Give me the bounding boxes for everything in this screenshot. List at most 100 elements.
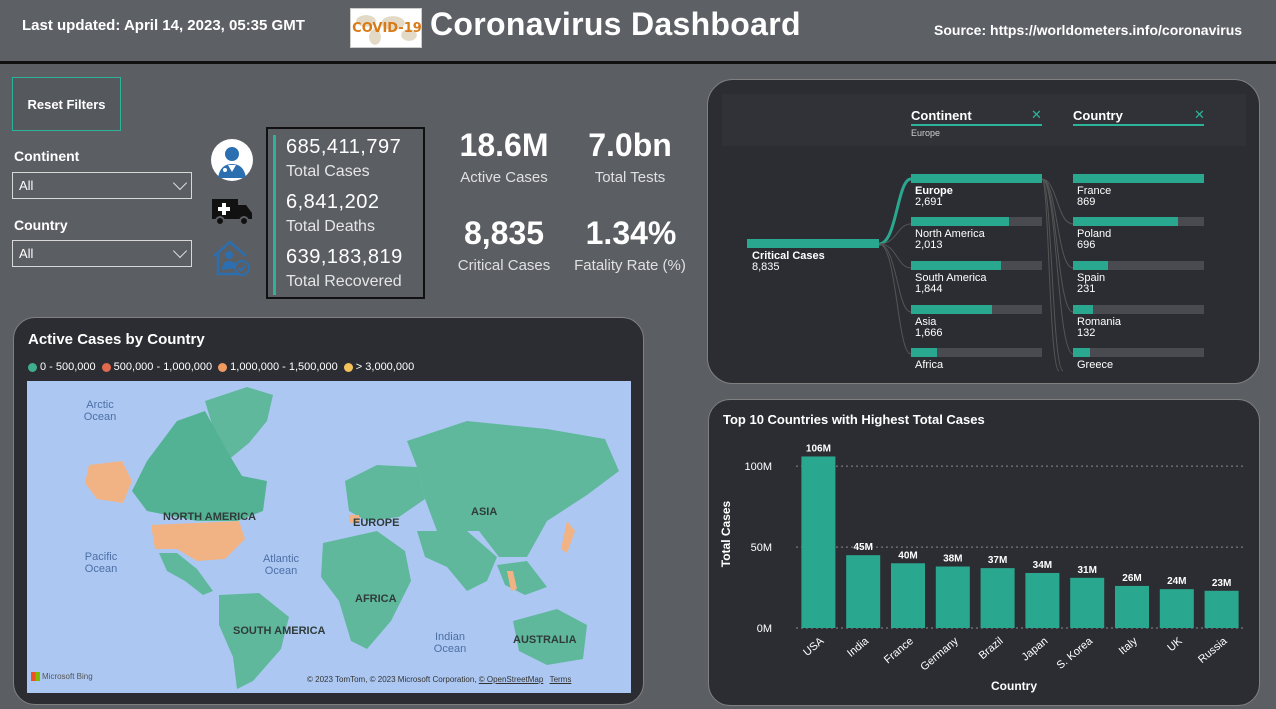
bar-data-label: 45M	[853, 542, 872, 553]
x-tick-label: UK	[1165, 635, 1185, 654]
country-node-label: France	[1077, 185, 1112, 197]
legend-dot	[101, 362, 111, 372]
continent-header-underline	[911, 124, 1042, 126]
critical-cases-root-bar[interactable]	[747, 239, 879, 248]
bar[interactable]	[1025, 572, 1060, 628]
country-node-bar[interactable]	[1073, 348, 1090, 357]
country-node-bar[interactable]	[1073, 217, 1178, 226]
country-node-label: Poland	[1077, 228, 1112, 240]
map-label-australia: AUSTRALIA	[513, 634, 577, 646]
total-tests-label: Total Tests	[594, 169, 666, 186]
decomp-header-strip	[722, 94, 1246, 146]
bar-data-label: 38M	[943, 554, 962, 565]
continent-node-value: 1,666	[915, 327, 943, 339]
y-tick-label: 100M	[744, 461, 772, 473]
x-tick-label: Russia	[1196, 635, 1230, 666]
bar[interactable]	[1115, 585, 1149, 628]
header-bar	[0, 0, 1276, 64]
map-label-north-america: NORTH AMERICA	[163, 511, 257, 523]
total-recovered-value: 639,183,819	[286, 246, 403, 268]
continent-node-value: 1,844	[915, 283, 943, 295]
y-tick-label: 50M	[751, 542, 772, 554]
map-label-south-america: SOUTH AMERICA	[233, 625, 326, 637]
legend-dot	[343, 362, 353, 372]
ambulance-icon	[210, 193, 254, 229]
y-axis-label: Total Cases	[719, 500, 733, 567]
country-node-bar-track[interactable]	[1073, 348, 1204, 357]
root-value: 8,835	[752, 261, 780, 273]
source-text: Source: https://worldometers.info/corona…	[934, 22, 1243, 38]
clear-continent-x-icon[interactable]: ✕	[1031, 107, 1042, 122]
x-tick-label: France	[882, 635, 916, 666]
total-deaths-value: 6,841,202	[286, 191, 380, 213]
world-map[interactable]: Arctic Ocean NORTH AMERICA EUROPE ASIA P…	[27, 381, 631, 693]
terms-link[interactable]: Terms	[549, 675, 572, 684]
map-label-asia: ASIA	[471, 506, 498, 518]
continent-node-bar[interactable]	[911, 174, 1042, 183]
continent-node-label: South America	[915, 272, 987, 284]
legend-dot	[28, 362, 37, 372]
map-label-atlantic: Atlantic Ocean	[262, 553, 300, 577]
continent-node-label: North America	[915, 228, 985, 240]
top10-bar-chart: 0M 50M 100M Total Cases 106M USA 45M India 40M Fr…	[719, 443, 1244, 693]
country-column-header[interactable]: Country	[1073, 108, 1123, 123]
clear-country-x-icon[interactable]: ✕	[1194, 107, 1205, 122]
bar-data-label: 40M	[898, 550, 917, 561]
continent-node-bar[interactable]	[911, 217, 1009, 226]
root-label: Critical Cases	[752, 250, 825, 262]
continent-dropdown[interactable]: All	[12, 172, 192, 199]
map-label-europe: EUROPE	[353, 517, 400, 529]
continent-node-bar-track[interactable]	[911, 348, 1042, 357]
bar-data-label: 23M	[1212, 578, 1231, 589]
bar[interactable]	[980, 568, 1015, 628]
continent-filter-value: Europe	[911, 128, 941, 138]
total-tests-value: 7.0bn	[588, 127, 672, 163]
continent-node-bar[interactable]	[911, 348, 937, 357]
bar-data-label: 26M	[1122, 573, 1141, 584]
fatality-rate-label: Fatality Rate (%)	[574, 257, 686, 274]
map-label-arctic: Arctic Ocean	[83, 399, 117, 423]
country-node-label: Romania	[1077, 316, 1122, 328]
chevron-down-icon	[172, 175, 188, 191]
map-title: Active Cases by Country	[28, 331, 205, 348]
country-node-bar-track[interactable]	[1073, 261, 1204, 270]
country-node-value: 231	[1077, 283, 1096, 295]
bar[interactable]	[935, 566, 970, 628]
bing-logo: Microsoft Bing	[31, 672, 93, 681]
world-map-shapes	[85, 387, 619, 689]
bar[interactable]	[1070, 577, 1105, 628]
country-node-bar[interactable]	[1073, 305, 1093, 314]
bar-data-label: 37M	[988, 555, 1007, 566]
country-node-bar[interactable]	[1073, 261, 1108, 270]
country-node-label: Spain	[1077, 272, 1106, 284]
country-selected-value: All	[19, 246, 34, 261]
fatality-rate-value: 1.34%	[585, 215, 677, 251]
country-node-bar-track[interactable]	[1073, 305, 1204, 314]
continent-node-value: 2,691	[915, 196, 943, 208]
critical-cases-value: 8,835	[463, 215, 545, 251]
country-dropdown[interactable]: All	[12, 240, 192, 267]
x-tick-label: India	[845, 635, 872, 660]
legend-label: 500,000 - 1,000,000	[113, 361, 213, 373]
x-tick-label: USA	[801, 635, 827, 659]
x-tick-label: Japan	[1020, 635, 1051, 663]
continent-column-header[interactable]: Continent	[911, 108, 972, 123]
map-label-pacific: Pacific Ocean	[84, 551, 118, 575]
active-cases-label: Active Cases	[460, 169, 548, 186]
country-node-bar[interactable]	[1073, 174, 1204, 183]
bar[interactable]	[1204, 590, 1239, 628]
chevron-down-icon	[172, 243, 188, 259]
bar[interactable]	[801, 456, 836, 628]
map-label-indian: Indian Ocean	[433, 631, 467, 655]
attribution-text: © 2023 TomTom, © 2023 Microsoft Corporat…	[307, 675, 477, 684]
continent-node-bar[interactable]	[911, 305, 992, 314]
bar[interactable]	[846, 555, 881, 628]
total-cases-value: 685,411,797	[286, 136, 402, 158]
osm-link[interactable]: © OpenStreetMap	[478, 675, 544, 684]
active-cases-value: 18.6M	[459, 127, 549, 163]
bar-data-label: 106M	[806, 443, 831, 454]
bar[interactable]	[1159, 589, 1194, 628]
bar[interactable]	[891, 563, 925, 628]
continent-node-bar[interactable]	[911, 261, 1001, 270]
reset-filters-button[interactable]: Reset Filters	[12, 77, 121, 131]
